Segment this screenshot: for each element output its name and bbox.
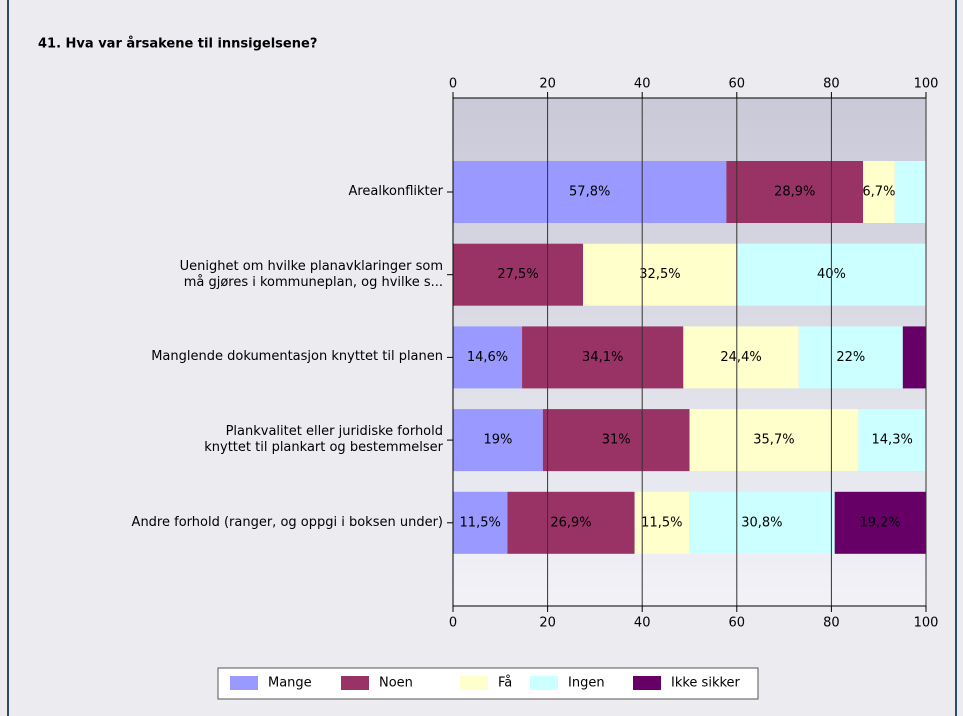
bar-segment <box>902 326 926 389</box>
x-tick-label: 40 <box>634 616 651 631</box>
x-tick-label: 60 <box>729 616 746 631</box>
x-tick-label: 80 <box>823 616 840 631</box>
legend-label: Noen <box>379 676 413 691</box>
chart-title: 41. Hva var årsakene til innsigelsene? <box>38 37 317 52</box>
x-tick-label: 0 <box>449 77 457 92</box>
legend-label: Mange <box>268 676 312 691</box>
bar-segment <box>834 491 926 554</box>
legend-swatch <box>460 676 488 690</box>
bar-segment <box>507 491 635 554</box>
value-label: 11,5% <box>641 515 682 530</box>
category-label: Plankvalitet eller juridiske forhold kny… <box>204 424 443 456</box>
x-tick-label: 100 <box>914 77 939 92</box>
bar-segment <box>894 161 926 223</box>
x-tick-label: 80 <box>823 77 840 92</box>
legend-label: Ikke sikker <box>671 676 741 691</box>
value-label: 26,9% <box>550 515 591 530</box>
bar-segment <box>798 326 903 389</box>
x-tick-label: 0 <box>449 616 457 631</box>
value-label: 32,5% <box>639 267 680 282</box>
legend-swatch <box>230 676 258 690</box>
x-tick-label: 20 <box>539 77 556 92</box>
bar-segment <box>583 243 737 306</box>
bar-segment <box>634 491 690 554</box>
bar-segment <box>453 326 523 389</box>
bar-segment <box>683 326 799 389</box>
bar-segment <box>453 409 543 472</box>
bar-segment <box>726 161 864 223</box>
value-label: 24,4% <box>720 350 761 365</box>
bar-segment <box>858 409 926 472</box>
legend-swatch <box>633 676 661 690</box>
category-label: Andre forhold (ranger, og oppgi i boksen… <box>131 514 443 530</box>
value-label: 6,7% <box>862 185 895 200</box>
bar-segment <box>542 409 690 472</box>
x-tick-label: 40 <box>634 77 651 92</box>
value-label: 34,1% <box>582 350 623 365</box>
value-label: 22% <box>836 350 865 365</box>
value-label: 14,3% <box>872 433 913 448</box>
category-label: Arealkonflikter <box>348 184 443 199</box>
value-label: 11,5% <box>460 515 501 530</box>
legend-label: Ingen <box>568 676 605 691</box>
value-label: 57,8% <box>569 185 610 200</box>
bar-segment <box>453 243 584 306</box>
value-label: 19,2% <box>859 515 900 530</box>
value-label: 19% <box>483 433 512 448</box>
value-label: 28,9% <box>774 185 815 200</box>
x-tick-label: 100 <box>914 616 939 631</box>
bar-segment <box>453 491 508 554</box>
x-tick-label: 20 <box>539 616 556 631</box>
value-label: 30,8% <box>741 515 782 530</box>
legend-label: Få <box>498 676 512 691</box>
value-label: 14,6% <box>467 350 508 365</box>
bar-segment <box>522 326 684 389</box>
bar-segment <box>689 491 835 554</box>
value-label: 31% <box>602 433 631 448</box>
legend-swatch <box>530 676 558 690</box>
value-label: 27,5% <box>497 267 538 282</box>
category-label: Manglende dokumentasjon knyttet til plan… <box>151 349 443 365</box>
bar-segment <box>689 409 859 472</box>
category-label: Uenighet om hvilke planavklaringer som m… <box>179 258 443 290</box>
x-tick-label: 60 <box>729 77 746 92</box>
value-label: 35,7% <box>753 433 794 448</box>
bar-segment <box>453 161 727 223</box>
bar-segment <box>863 161 895 223</box>
legend-swatch <box>341 676 369 690</box>
